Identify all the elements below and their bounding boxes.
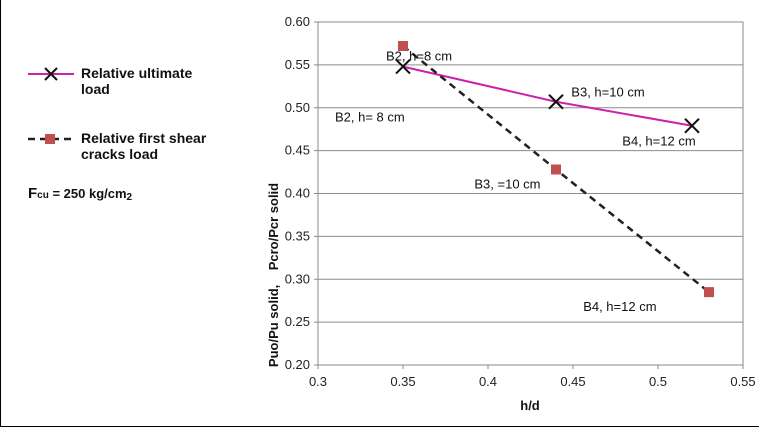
annotations: B2, h=8 cm B3, h=10 cm B4, h=12 cm B2, h= 8… [335,49,696,314]
x-tick-label: 0.5 [649,374,667,389]
data-point-square-marker [551,164,561,175]
y-tick-label: 0.60 [285,14,310,29]
fcu-sub: cu [37,190,49,201]
legend-marker-square [45,134,55,144]
y-axis-title: Puo/Pu solid, Pcro/Pcr solid [266,183,281,367]
y-tick-label: 0.55 [285,57,310,72]
y-tick-label: 0.45 [285,143,310,158]
legend-label-ultimate-line2: load [81,81,110,97]
x-tick-label: 0.45 [560,374,585,389]
fcu-sub2: 2 [127,192,133,203]
fcu-value: = 250 kg/cm [49,186,127,201]
gridlines [318,64,743,323]
data-point-x-marker [548,94,564,110]
x-tick-label: 0.35 [390,374,415,389]
x-tick-label: 0.55 [730,374,755,389]
point-annotation: B4, h=12 cm [622,133,695,148]
point-annotation: B3, =10 cm [474,176,540,191]
x-axis-title: h/d [520,398,540,413]
legend-label-shear-line1: Relative first shear [81,130,207,146]
data-point-x-marker [395,58,411,75]
x-tick-label: 0.4 [479,374,497,389]
y-tick-label: 0.35 [285,228,310,243]
fcu-f: F [28,185,37,202]
series-group [395,41,714,298]
point-annotation: B2, h=8 cm [386,49,452,64]
legend-label-shear-line2: cracks load [81,146,158,162]
y-tick-label: 0.25 [285,314,310,329]
axis-ticks: 0.20 0.25 0.30 0.35 0.40 0.45 0.50 0.55 0.60 0.3 0… [285,14,756,389]
data-point-square-marker [704,287,714,298]
y-tick-label: 0.50 [285,100,310,115]
point-annotation: B3, h=10 cm [571,85,644,100]
y-tick-label: 0.30 [285,271,310,286]
fcu-note: Fcu = 250 kg/cm2 [28,185,133,203]
point-annotation: B4, h=12 cm [583,299,656,314]
legend-label-ultimate-line1: Relative ultimate [81,65,192,81]
legend-marker-x [44,67,58,81]
data-point-x-marker [684,118,700,134]
data-point-square-marker [398,41,408,52]
legend: Relative ultimate load Relative first sh… [28,65,207,162]
x-tick-label: 0.3 [309,374,327,389]
y-tick-label: 0.40 [285,186,310,201]
y-tick-label: 0.20 [285,357,310,372]
point-annotation: B2, h= 8 cm [335,109,405,124]
